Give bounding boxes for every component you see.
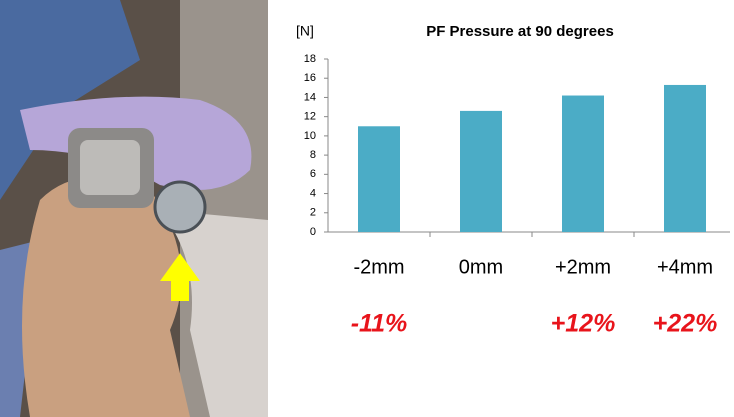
surgical-photo <box>0 0 268 417</box>
y-tick-label: 18 <box>304 53 316 65</box>
y-tick-label: 6 <box>310 168 316 180</box>
x-tick-label: -2mm <box>353 256 404 278</box>
y-tick-label: 12 <box>304 111 316 123</box>
x-tick-label: +2mm <box>555 256 611 278</box>
chart-title: PF Pressure at 90 degrees <box>426 23 614 40</box>
bar <box>562 96 604 232</box>
annotation: +12% <box>551 310 616 338</box>
slide: [N] PF Pressure at 90 degrees 0 2 4 6 8 10 12 1… <box>0 0 734 417</box>
x-tick-label: 0mm <box>459 256 503 278</box>
annotation: -11% <box>351 310 408 338</box>
x-tick-label: +4mm <box>657 256 713 278</box>
y-tick-label: 8 <box>310 149 316 161</box>
y-axis-label: [N] <box>296 23 314 39</box>
y-tick-label: 10 <box>304 130 316 142</box>
y-tick-label: 0 <box>310 226 316 238</box>
bar <box>358 126 400 232</box>
annotation: +22% <box>653 310 718 338</box>
y-tick-label: 16 <box>304 72 316 84</box>
bar <box>460 111 502 232</box>
y-tick-label: 14 <box>304 91 316 103</box>
y-tick-label: 4 <box>310 187 316 199</box>
bar <box>664 85 706 232</box>
y-tick-label: 2 <box>310 207 316 219</box>
